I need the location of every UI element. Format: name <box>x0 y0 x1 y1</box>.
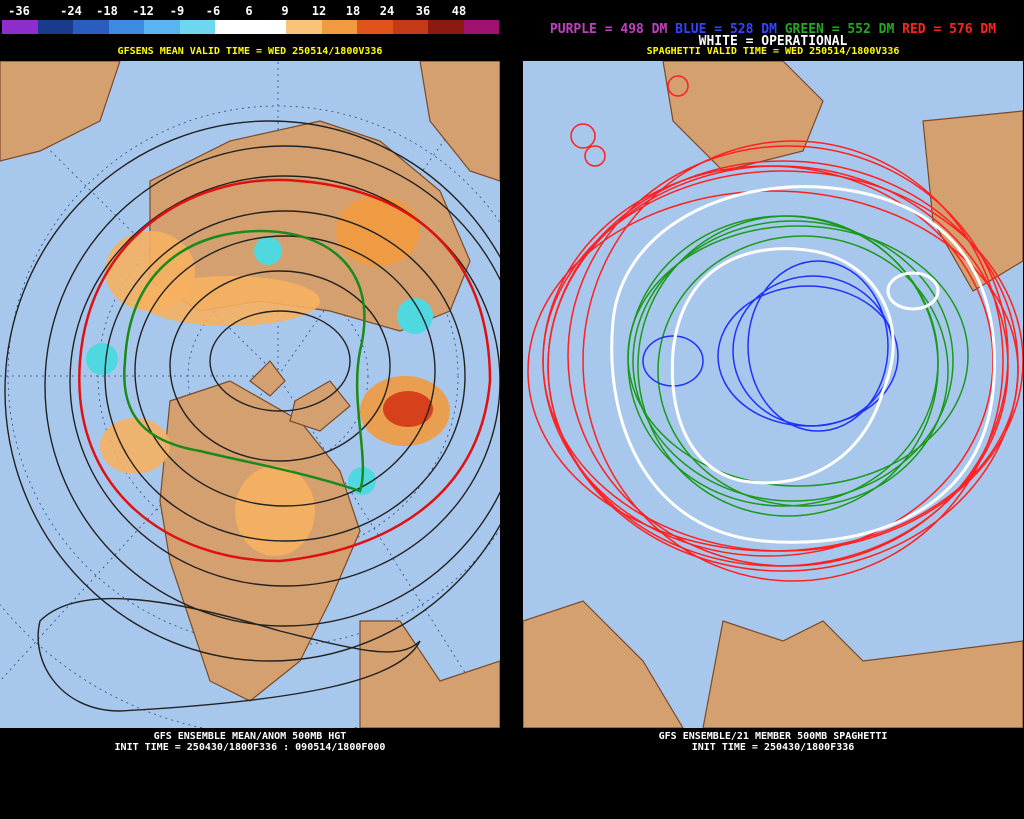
spaghetti-valid-time: SPAGHETTI VALID TIME = WED 250514/1800V3… <box>646 46 900 57</box>
legend-purple: PURPLE = 498 DM <box>549 22 668 37</box>
legend-swatch <box>37 20 73 34</box>
legend-red: RED = 576 DM <box>902 22 997 37</box>
legend-tick: -12 <box>132 4 154 18</box>
footer-init-time: INIT TIME = 250430/1800F336 : 090514/180… <box>114 742 386 753</box>
legend-tick: 36 <box>415 4 431 18</box>
anomaly-map <box>0 61 500 728</box>
spaghetti-legend: PURPLE = 498 DM BLUE = 528 DM GREEN = 55… <box>523 22 1023 37</box>
height-contours <box>4 120 500 712</box>
legend-swatch <box>428 20 464 34</box>
footer-title: GFS ENSEMBLE MEAN/ANOM 500MB HGT <box>153 731 347 742</box>
legend-swatch <box>179 20 215 34</box>
operational-label: WHITE = OPERATIONAL <box>698 34 848 49</box>
legend-swatch <box>286 20 322 34</box>
legend-swatch <box>73 20 109 34</box>
legend-swatch <box>463 20 499 34</box>
legend-tick: 18 <box>345 4 361 18</box>
legend-tick: 6 <box>245 4 253 18</box>
green-552-members <box>627 215 969 517</box>
legend-swatch <box>2 20 38 34</box>
spaghetti-panel: PURPLE = 498 DM BLUE = 528 DM GREEN = 55… <box>523 0 1023 819</box>
polar-map-svg <box>0 61 500 728</box>
legend-swatch <box>392 20 428 34</box>
legend-tick: -18 <box>96 4 118 18</box>
legend-swatch <box>250 20 286 34</box>
legend-blue: BLUE = 528 DM <box>675 22 777 37</box>
legend-tick: -36 <box>8 4 30 18</box>
legend-tick: -24 <box>60 4 82 18</box>
legend-tick: -9 <box>169 4 185 18</box>
legend-tick: 48 <box>451 4 467 18</box>
anomaly-color-legend <box>2 20 499 34</box>
legend-tick: -6 <box>205 4 221 18</box>
operational-contours <box>610 185 996 544</box>
legend-tick: 24 <box>379 4 395 18</box>
legend-swatch <box>321 20 357 34</box>
spaghetti-svg <box>523 61 1023 728</box>
legend-swatch <box>357 20 393 34</box>
red-576-contour <box>78 178 492 563</box>
legend-green: GREEN = 552 DM <box>784 22 895 37</box>
valid-time-label: GFSENS MEAN VALID TIME = WED 250514/1800… <box>117 46 383 57</box>
legend-swatch <box>215 20 251 34</box>
legend-swatch <box>108 20 144 34</box>
legend-swatch <box>144 20 180 34</box>
legend-tick: 9 <box>281 4 289 18</box>
land-masses-right <box>523 61 1023 728</box>
blue-528-members <box>642 260 899 432</box>
spaghetti-footer-init: INIT TIME = 250430/1800F336 <box>691 742 855 753</box>
spaghetti-footer-title: GFS ENSEMBLE/21 MEMBER 500MB SPAGHETTI <box>658 731 888 742</box>
green-552-contour <box>123 229 366 493</box>
positive-anomalies <box>100 196 450 556</box>
red-576-members <box>527 75 1023 582</box>
anomaly-panel: -36 -24 -18 -12 -9 -6 6 9 12 18 24 36 48… <box>0 0 500 819</box>
panel-divider <box>500 0 523 819</box>
spaghetti-map <box>523 61 1023 728</box>
legend-tick: 12 <box>311 4 327 18</box>
legend-tick-labels: -36 -24 -18 -12 -9 -6 6 9 12 18 24 36 48 <box>0 4 500 18</box>
